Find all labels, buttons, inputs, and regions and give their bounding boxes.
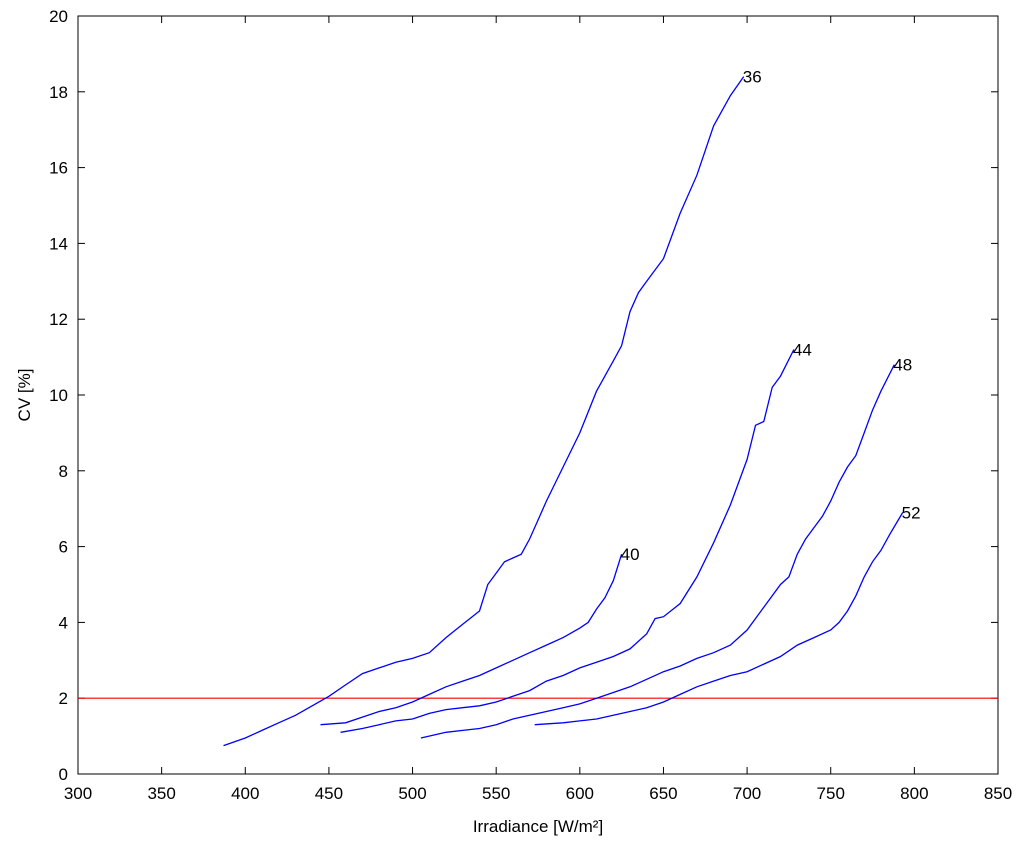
- y-tick-label: 10: [49, 386, 68, 405]
- axis-ticks: [77, 15, 999, 775]
- series-label-44: 44: [793, 341, 812, 360]
- x-tick-label: 650: [649, 784, 677, 803]
- tick-labels: 300 350 400 450 500 550 600 650 700 750 800 850 0 2 4 6…: [49, 7, 1012, 803]
- x-tick-label: 550: [482, 784, 510, 803]
- y-tick-label: 20: [49, 7, 68, 26]
- series-label-48: 48: [893, 356, 912, 375]
- y-tick-label: 0: [59, 765, 68, 784]
- y-tick-label: 2: [59, 689, 68, 708]
- series-line-36: [223, 76, 745, 747]
- x-tick-label: 500: [398, 784, 426, 803]
- series-group: [223, 76, 904, 747]
- series-line-52: [534, 512, 904, 726]
- series-label-40: 40: [621, 545, 640, 564]
- series-label-52: 52: [902, 503, 921, 522]
- x-axis-label: Irradiance [W/m²]: [473, 817, 603, 836]
- y-tick-label: 8: [59, 462, 68, 481]
- y-tick-label: 16: [49, 159, 68, 178]
- plot-area: [77, 15, 999, 775]
- series-line-40: [320, 554, 623, 726]
- x-tick-label: 700: [733, 784, 761, 803]
- x-tick-label: 400: [231, 784, 259, 803]
- y-tick-label: 4: [59, 613, 68, 632]
- x-tick-label: 450: [315, 784, 343, 803]
- x-tick-label: 350: [147, 784, 175, 803]
- x-tick-label: 300: [64, 784, 92, 803]
- x-tick-label: 850: [984, 784, 1012, 803]
- y-tick-label: 12: [49, 310, 68, 329]
- y-axis-label: CV [%]: [15, 369, 34, 422]
- y-tick-label: 14: [49, 234, 68, 253]
- series-line-48: [420, 364, 895, 739]
- x-tick-label: 750: [817, 784, 845, 803]
- series-label-36: 36: [743, 68, 762, 87]
- x-tick-label: 600: [566, 784, 594, 803]
- x-tick-label: 800: [900, 784, 928, 803]
- curve-labels: 36 40 44 48 52: [621, 68, 921, 565]
- series-line-44: [340, 349, 795, 733]
- y-tick-label: 6: [59, 538, 68, 557]
- y-tick-label: 18: [49, 83, 68, 102]
